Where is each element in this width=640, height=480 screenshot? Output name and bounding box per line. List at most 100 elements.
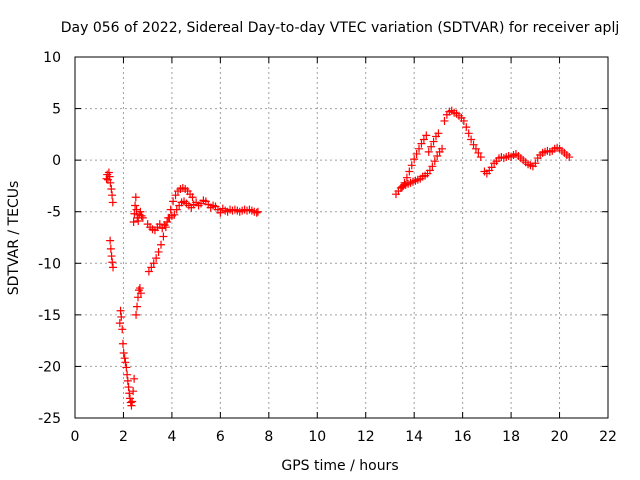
data-point	[127, 401, 136, 410]
data-point	[106, 178, 115, 187]
data-point	[565, 153, 574, 162]
data-point	[402, 173, 411, 182]
data-point	[104, 168, 113, 177]
data-point	[130, 209, 139, 218]
data-point	[119, 349, 128, 358]
data-point	[474, 148, 483, 157]
data-point	[464, 129, 473, 138]
chart-title: Day 056 of 2022, Sidereal Day-to-day VTE…	[61, 20, 619, 36]
y-tick-label: 5	[52, 102, 61, 118]
axes: 0 2 4 6 8 10 12 14 16 18 20 22 10 5 0 -5 -10 -15 -20 -25	[38, 50, 617, 445]
x-tick-label: 16	[454, 429, 472, 445]
data-point	[252, 208, 261, 217]
y-tick-label: 10	[43, 50, 61, 66]
data-point	[424, 147, 433, 156]
data-point	[108, 198, 117, 207]
data-point	[118, 325, 127, 334]
data-point	[137, 211, 146, 220]
data-point	[123, 376, 132, 385]
data-point	[253, 207, 262, 216]
y-axis-title: SDTVAR / TECUs	[6, 181, 22, 296]
x-tick-label: 0	[71, 429, 80, 445]
data-point	[124, 383, 133, 392]
data-point	[138, 213, 147, 222]
data-point	[154, 247, 163, 256]
data-point	[128, 397, 137, 406]
data-point	[476, 153, 485, 162]
data-point	[133, 302, 142, 311]
data-point	[149, 259, 158, 268]
y-tick-label: -15	[38, 308, 61, 324]
data-point	[425, 166, 434, 175]
data-point	[161, 223, 170, 232]
data-point	[129, 218, 138, 227]
data-point	[121, 358, 130, 367]
data-point	[144, 267, 153, 276]
data-point	[122, 363, 131, 372]
data-point	[131, 193, 140, 202]
data-point	[116, 306, 125, 315]
data-point	[407, 161, 416, 170]
data-point	[412, 149, 421, 158]
data-point	[171, 191, 180, 200]
data-point	[106, 244, 115, 253]
y-tick-label: -20	[38, 359, 61, 375]
y-tick-label: -5	[47, 205, 61, 221]
data-point	[164, 213, 173, 222]
data-point	[107, 252, 116, 261]
data-point	[120, 354, 129, 363]
y-tick-label: -25	[38, 411, 61, 427]
data-point	[134, 216, 143, 225]
data-point	[188, 193, 197, 202]
x-tick-label: 12	[357, 429, 375, 445]
data-point	[428, 162, 437, 171]
data-point	[398, 182, 407, 191]
data-point	[170, 210, 179, 219]
data-point	[434, 129, 443, 138]
data-point	[105, 172, 114, 181]
data-point	[136, 289, 145, 298]
data-point	[430, 157, 439, 166]
data-point	[108, 258, 117, 267]
data-point	[152, 254, 161, 263]
data-point	[159, 232, 168, 241]
data-point	[132, 205, 141, 214]
data-point	[118, 339, 127, 348]
x-tick-label: 4	[167, 429, 176, 445]
x-tick-label: 22	[599, 429, 617, 445]
data-point	[410, 155, 419, 164]
data-point	[400, 178, 409, 187]
data-point	[438, 144, 447, 153]
data-point	[487, 163, 496, 172]
data-point	[125, 389, 134, 398]
data-point	[415, 144, 424, 153]
data-point	[131, 201, 140, 210]
data-point	[467, 135, 476, 144]
data-point	[130, 374, 139, 383]
data-point	[107, 185, 116, 194]
data-point	[422, 131, 431, 140]
x-axis-title: GPS time / hours	[281, 458, 398, 474]
x-tick-label: 18	[502, 429, 520, 445]
data-point	[135, 284, 144, 293]
data-point	[163, 218, 172, 227]
data-point	[109, 263, 118, 272]
data-point	[440, 116, 449, 125]
data-point	[462, 123, 471, 132]
data-point	[169, 197, 178, 206]
y-tick-label: -10	[38, 256, 61, 272]
x-tick-label: 8	[264, 429, 273, 445]
data-point	[117, 312, 126, 321]
data-point	[419, 135, 428, 144]
data-point	[417, 139, 426, 148]
data-point	[469, 140, 478, 149]
x-tick-label: 2	[119, 429, 128, 445]
x-tick-label: 14	[405, 429, 423, 445]
data-series	[102, 106, 574, 410]
plot-frame	[74, 56, 609, 419]
data-point	[531, 159, 540, 168]
data-point	[459, 116, 468, 125]
data-point	[136, 207, 145, 216]
data-point	[429, 137, 438, 146]
